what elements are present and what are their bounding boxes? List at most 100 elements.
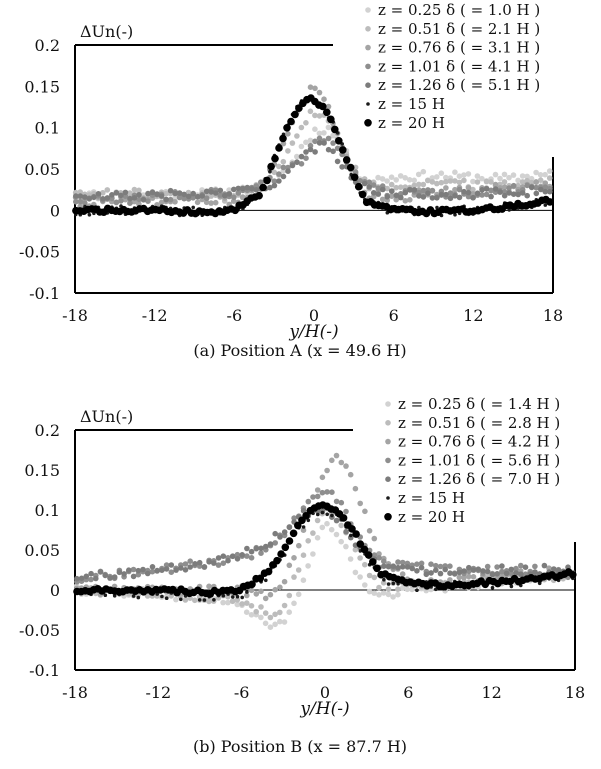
data-point	[206, 559, 212, 565]
data-point	[418, 560, 425, 567]
x-tick-label: -12	[142, 306, 168, 325]
data-point	[267, 184, 273, 191]
data-point	[414, 568, 420, 574]
data-point	[109, 192, 115, 198]
data-point	[346, 163, 355, 172]
data-point	[192, 561, 198, 567]
data-point	[208, 189, 214, 195]
data-point	[277, 584, 283, 591]
data-point	[300, 552, 307, 558]
data-point	[312, 126, 318, 132]
legend-marker	[384, 513, 392, 521]
data-point	[126, 567, 132, 573]
data-point	[314, 535, 321, 541]
data-point	[212, 598, 216, 602]
legend-marker	[385, 401, 391, 407]
data-point	[428, 561, 434, 567]
data-point	[258, 604, 264, 610]
data-point	[395, 591, 401, 598]
data-point	[395, 586, 401, 592]
data-point	[145, 198, 151, 204]
data-point	[325, 135, 332, 142]
y-tick-label: -0.1	[29, 284, 60, 303]
data-point	[376, 555, 382, 561]
data-point	[73, 193, 79, 199]
data-point	[319, 102, 327, 111]
figure-caption: (b) Position B (x = 87.7 H)	[193, 737, 407, 756]
data-point	[234, 601, 241, 608]
data-point	[215, 562, 222, 568]
legend-marker	[365, 63, 371, 70]
data-point	[393, 184, 400, 191]
data-point	[417, 205, 421, 210]
data-point	[286, 609, 293, 615]
data-point	[466, 573, 472, 580]
data-point	[465, 171, 472, 177]
data-point	[339, 164, 345, 170]
data-point	[144, 593, 151, 599]
data-point	[499, 568, 505, 575]
data-point	[244, 184, 251, 191]
data-point	[239, 552, 245, 558]
data-point	[144, 570, 151, 577]
data-point	[173, 596, 179, 603]
data-point	[499, 563, 505, 569]
data-point	[226, 191, 233, 197]
data-point	[168, 569, 175, 575]
data-point	[519, 179, 526, 185]
data-point	[168, 562, 175, 568]
data-point	[411, 182, 418, 189]
data-point	[420, 194, 427, 200]
data-point	[121, 571, 127, 577]
data-point	[388, 181, 395, 188]
data-point	[380, 590, 387, 596]
data-point	[407, 197, 413, 203]
data-point	[333, 498, 340, 505]
x-tick-label: 6	[403, 683, 413, 702]
data-point	[234, 556, 241, 562]
legend-marker	[365, 44, 371, 51]
data-point	[215, 555, 222, 561]
data-point	[220, 553, 227, 559]
data-point	[182, 597, 189, 603]
data-point	[370, 182, 377, 188]
data-point	[225, 599, 231, 606]
data-point	[248, 603, 255, 609]
data-point	[255, 191, 263, 200]
data-point	[375, 191, 382, 197]
data-point	[154, 191, 160, 197]
data-point	[149, 568, 156, 575]
data-point	[371, 574, 378, 581]
x-tick-label: -18	[62, 306, 88, 325]
data-point	[113, 189, 120, 196]
data-point	[447, 195, 454, 202]
data-point	[533, 179, 539, 185]
data-point	[327, 115, 335, 124]
legend-entry: z = 15 H	[378, 95, 445, 113]
data-point	[371, 535, 378, 542]
data-point	[275, 144, 283, 152]
data-point	[402, 175, 409, 181]
data-point	[240, 595, 244, 600]
data-point	[95, 191, 102, 197]
data-point	[97, 569, 104, 575]
data-point	[267, 541, 274, 547]
data-point	[470, 574, 477, 580]
data-point	[325, 103, 332, 110]
data-point	[77, 198, 84, 205]
data-point	[271, 182, 278, 189]
data-point	[263, 176, 271, 185]
data-point	[480, 568, 486, 574]
data-point	[366, 179, 373, 185]
data-point	[136, 187, 142, 194]
data-point	[373, 564, 381, 573]
legend: z = 0.25 δ ( = 1.4 H )z = 0.51 δ ( = 2.8…	[384, 395, 560, 526]
data-point	[470, 194, 476, 201]
data-point	[494, 564, 500, 570]
data-point	[357, 500, 364, 507]
data-point	[416, 181, 422, 188]
data-point	[522, 564, 529, 570]
data-point	[415, 171, 422, 178]
data-point	[277, 550, 285, 558]
data-point	[272, 586, 279, 593]
